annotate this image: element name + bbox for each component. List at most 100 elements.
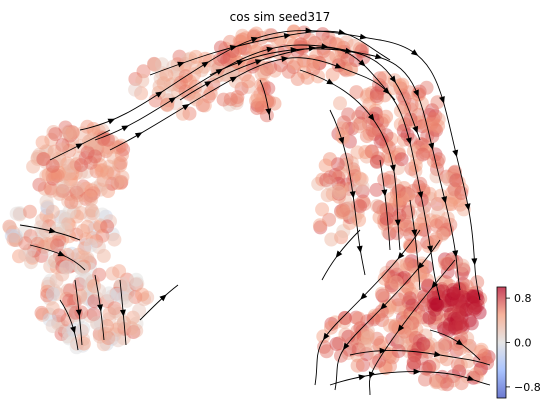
cell-point [83,155,98,170]
cell-point [54,327,69,341]
cell-point [338,311,352,326]
cell-point [134,86,149,101]
cell-point [384,278,399,293]
cell-point [352,119,367,134]
cell-point [46,254,61,269]
cell-point [430,284,445,299]
cell-point [87,141,102,156]
cell-point [391,199,406,214]
cell-point [414,351,429,366]
cell-point [8,230,23,245]
cell-point [89,138,104,153]
cell-point [74,158,89,173]
cell-point [450,357,465,372]
cell-point [398,222,413,237]
streamline-arrowhead [266,46,274,53]
cell-point [356,331,371,346]
cell-point [68,166,83,181]
cell-point [366,310,381,325]
cell-point [36,152,51,167]
streamline [409,199,421,291]
cell-point [431,112,446,127]
cell-point [147,56,162,71]
cell-point [460,331,475,346]
cell-point [414,287,429,302]
cell-point [390,298,405,313]
cell-point [137,292,151,307]
cell-point [26,159,41,174]
streamline-arrowhead [397,252,405,260]
cell-point [401,307,416,321]
streamline-arrowhead [134,132,143,139]
cell-point [109,322,124,337]
cell-point [25,249,40,264]
cell-point [459,302,474,317]
cell-point [395,311,410,326]
streamline-arrowhead [455,339,464,346]
cell-point [429,297,444,312]
colorbar-tick-label: 0.0 [514,337,532,350]
cell-point [389,275,404,290]
cell-point [382,349,397,364]
streamline [379,159,391,251]
cell-point [209,69,224,84]
streamline-arrowhead [349,191,356,199]
streamline-arrowhead [394,219,401,227]
cell-point [30,151,45,166]
cell-point [372,200,387,215]
cell-point [44,183,59,198]
cell-point [130,276,145,291]
cell-point [168,66,183,81]
cell-point [429,299,444,314]
cell-point [62,259,77,274]
cell-point [418,339,433,354]
cell-point [430,298,445,312]
cell-point [35,307,50,322]
cell-point [446,369,461,384]
cell-point [306,54,321,69]
cell-point [372,71,387,86]
cell-point [27,235,42,250]
streamline-arrowhead [356,245,363,253]
cell-point [416,205,431,220]
cell-point [389,194,404,209]
cell-point [394,193,409,208]
streamline [209,48,421,141]
cell-point [442,278,457,293]
cell-point [101,140,116,155]
streamline-arrowhead [182,104,190,111]
cell-point [273,58,288,73]
cell-point [392,301,407,316]
cell-point [447,182,462,197]
streamline-arrowhead [411,229,418,237]
cell-point [387,269,402,284]
cell-point [385,259,400,274]
cell-point [84,275,99,290]
cell-point [86,296,101,311]
cell-point [385,81,400,96]
cell-point [362,97,377,112]
cell-point [375,313,390,328]
cell-point [323,170,337,185]
cell-point [101,331,116,346]
cell-point [469,367,484,382]
cell-point [374,304,389,319]
cell-point [433,314,448,329]
cell-point [371,308,386,322]
cell-point [411,303,426,318]
cell-point [418,328,433,343]
streamline-arrowhead [338,136,345,145]
streamline-arrowhead [308,45,316,52]
cell-point [77,259,91,274]
cell-point [55,209,70,224]
cell-point [45,204,60,219]
cell-point [70,181,85,196]
cell-point [447,182,462,197]
cell-point [355,323,370,338]
cell-point [156,76,171,91]
cell-point [212,59,227,74]
cell-point [470,298,485,313]
cell-point [365,144,380,159]
cell-point [80,290,95,305]
cell-point [50,286,65,301]
